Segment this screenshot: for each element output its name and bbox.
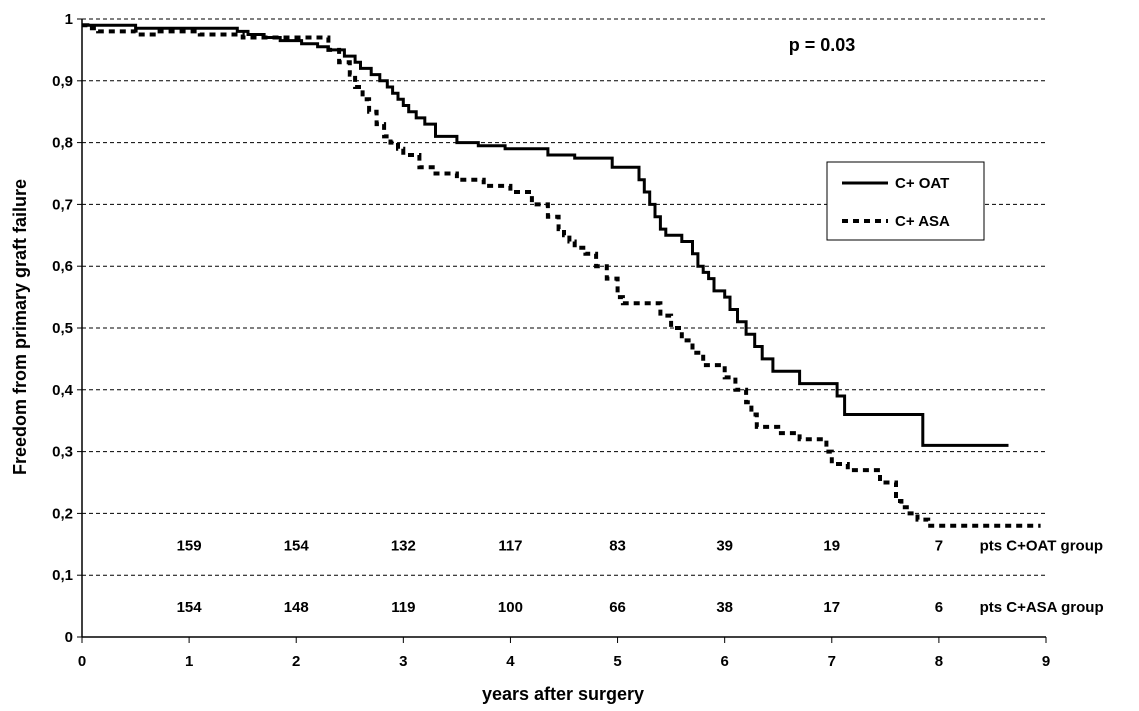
x-tick-label: 8 (935, 653, 943, 670)
risk-count: 117 (498, 537, 522, 554)
x-tick-label: 0 (78, 653, 86, 670)
y-tick-label: 0,8 (52, 135, 73, 152)
x-tick-label: 6 (720, 653, 728, 670)
risk-count: 148 (284, 599, 309, 616)
y-tick-label: 0,4 (52, 382, 74, 399)
y-tick-label: 0,7 (52, 196, 73, 213)
x-tick-label: 9 (1042, 653, 1050, 670)
risk-row-label: pts C+ASA group (980, 599, 1104, 616)
risk-count: 66 (609, 599, 626, 616)
tick-labels: 0 0,1 0,2 0,3 0,4 0,5 0,6 0,7 0,8 0,9 1 0 1 2 3 4 5 6 7 8 9 (52, 11, 1050, 670)
legend-label-asa: C+ ASA (895, 213, 950, 230)
risk-count: 154 (177, 599, 203, 616)
axes (77, 18, 1047, 643)
legend-box (826, 161, 985, 241)
y-axis-title: Freedom from primary graft failure (10, 179, 30, 475)
x-tick-label: 1 (185, 653, 193, 670)
p-value-annotation: p = 0.03 (789, 35, 856, 55)
risk-count: 119 (391, 599, 415, 616)
x-tick-label: 2 (292, 653, 300, 670)
legend: C+ OAT C+ ASA (826, 161, 985, 241)
x-tick-label: 3 (399, 653, 407, 670)
y-tick-label: 0,1 (52, 567, 73, 584)
y-tick-label: 0,3 (52, 444, 73, 461)
gridlines (82, 18, 1046, 576)
risk-count: 154 (284, 537, 310, 554)
risk-count: 7 (935, 537, 943, 554)
series-line-c-asa (82, 23, 1041, 528)
y-tick-label: 1 (65, 11, 73, 28)
risk-count: 38 (716, 599, 733, 616)
risk-row-label: pts C+OAT group (980, 537, 1103, 554)
series-lines (82, 23, 1041, 528)
y-tick-label: 0,5 (52, 320, 73, 337)
x-tick-label: 5 (613, 653, 621, 670)
risk-count: 132 (391, 537, 416, 554)
risk-count: 17 (823, 599, 840, 616)
risk-count: 83 (609, 537, 626, 554)
y-tick-label: 0,9 (52, 73, 73, 90)
x-tick-label: 7 (828, 653, 836, 670)
y-tick-label: 0,2 (52, 505, 73, 522)
x-axis-title: years after surgery (482, 684, 644, 704)
risk-count: 159 (177, 537, 202, 554)
risk-count: 6 (935, 599, 943, 616)
risk-count: 19 (823, 537, 840, 554)
at-risk-table: 159 154 132 117 83 39 19 7 pts C+OAT group 154 148… (177, 537, 1104, 616)
x-tick-label: 4 (506, 653, 515, 670)
y-tick-label: 0 (65, 629, 73, 646)
risk-count: 100 (498, 599, 523, 616)
legend-label-oat: C+ OAT (895, 175, 949, 192)
risk-count: 39 (716, 537, 733, 554)
y-tick-label: 0,6 (52, 258, 73, 275)
